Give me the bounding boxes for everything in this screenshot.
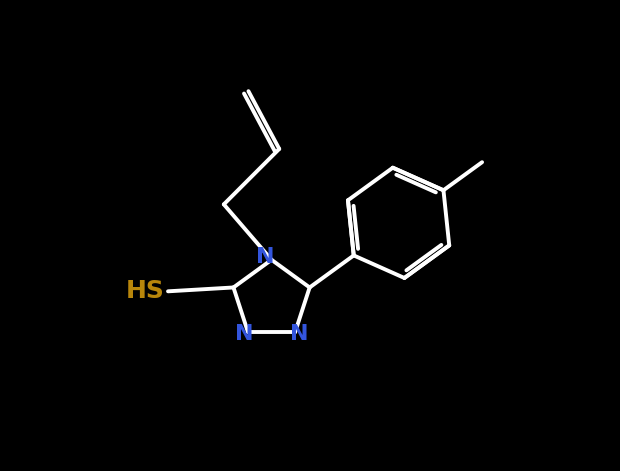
Text: HS: HS	[126, 279, 165, 303]
Text: N: N	[290, 324, 308, 344]
Text: N: N	[235, 324, 254, 344]
Text: N: N	[256, 247, 275, 267]
